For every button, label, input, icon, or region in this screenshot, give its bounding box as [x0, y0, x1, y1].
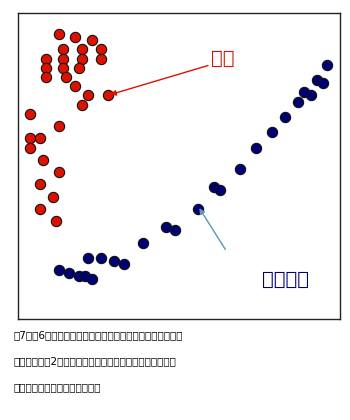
Point: [82, 273, 88, 280]
Point: [105, 92, 111, 99]
Point: [37, 205, 43, 212]
Point: [195, 205, 201, 212]
Point: [308, 92, 313, 99]
Point: [57, 169, 62, 176]
Point: [79, 101, 85, 108]
Point: [60, 46, 65, 53]
Text: 図7：図6で検出したベクトルに対し、さらにカーネル主成: 図7：図6で検出したベクトルに対し、さらにカーネル主成: [14, 330, 183, 340]
Point: [295, 98, 300, 105]
Point: [76, 273, 82, 280]
Point: [79, 46, 85, 53]
Point: [85, 92, 91, 99]
Point: [28, 144, 33, 151]
Point: [98, 255, 104, 261]
Point: [98, 55, 104, 62]
Point: [269, 129, 275, 136]
Point: [57, 267, 62, 273]
Point: [28, 110, 33, 117]
Point: [53, 218, 59, 224]
Point: [44, 55, 49, 62]
Point: [63, 74, 69, 80]
Point: [76, 64, 82, 71]
Point: [57, 123, 62, 129]
Point: [41, 156, 46, 163]
Point: [73, 34, 78, 40]
Point: [324, 61, 329, 68]
Text: ガラス相: ガラス相: [262, 270, 309, 289]
Point: [57, 31, 62, 37]
Point: [121, 261, 127, 268]
Point: [66, 270, 72, 276]
Point: [37, 135, 43, 142]
Point: [321, 80, 326, 87]
Point: [50, 193, 56, 200]
Point: [60, 55, 65, 62]
Point: [44, 64, 49, 71]
Point: [218, 187, 223, 194]
Point: [140, 239, 146, 246]
Point: [314, 77, 320, 84]
Point: [163, 224, 168, 231]
Point: [301, 89, 307, 96]
Point: [37, 181, 43, 188]
Text: 分析を行い、2次元で表現することによって、液相とガラ: 分析を行い、2次元で表現することによって、液相とガラ: [14, 356, 177, 366]
Point: [111, 257, 117, 264]
Point: [89, 37, 95, 44]
Point: [85, 255, 91, 261]
Point: [28, 135, 33, 142]
Point: [98, 46, 104, 53]
Point: [73, 83, 78, 89]
Point: [237, 165, 243, 172]
Point: [282, 113, 288, 120]
Point: [44, 74, 49, 80]
Point: [211, 184, 217, 191]
Point: [60, 64, 65, 71]
Point: [89, 276, 95, 283]
Point: [79, 55, 85, 62]
Text: ス相の変化点が明確となった。: ス相の変化点が明確となった。: [14, 383, 101, 393]
Point: [173, 227, 178, 234]
Text: 液相: 液相: [211, 49, 234, 68]
Point: [253, 144, 259, 151]
